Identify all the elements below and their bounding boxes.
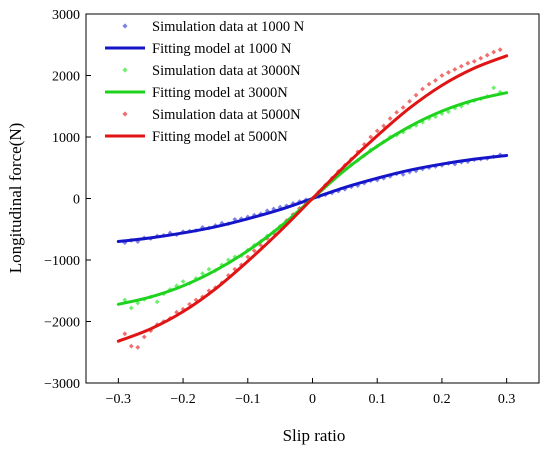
data-point [471,58,477,64]
data-point [413,92,419,98]
legend-entry: Fitting model at 3000N [105,85,288,101]
data-point [465,60,471,66]
legend-entry: Fitting model at 1000 N [105,41,292,57]
data-marks [116,47,509,350]
legend-label: Simulation data at 3000N [152,63,301,79]
data-point [258,242,264,248]
data-point [368,134,374,140]
x-tick-label: 0.1 [368,392,386,407]
legend-entry: Simulation data at 3000N [122,63,301,79]
data-point [407,98,412,104]
data-point [394,110,400,115]
data-point [374,128,380,134]
data-point [180,279,186,284]
data-point [245,214,251,220]
y-tick-label: 1000 [52,131,80,146]
legend-label: Simulation data at 5000N [152,107,301,123]
data-point [491,49,497,55]
y-axis-title: Longitudinal force(N) [6,123,25,274]
legend-entry: Simulation data at 1000 N [122,19,305,35]
x-tick-label: 0.3 [498,392,516,407]
data-point [128,343,134,349]
y-tick-label: −1000 [44,254,80,269]
legend-entry: Fitting model at 5000N [105,129,288,145]
y-tick-label: 2000 [52,70,80,85]
axis-ticks: −0.3 −0.2 −0.1 0 0.1 0.2 0.3 −3000 −2000 −1000 0 10… [44,8,515,407]
x-tick-label: −0.3 [106,392,131,407]
data-point [122,331,128,337]
x-tick-label: −0.2 [170,392,195,407]
y-tick-label: −2000 [44,316,80,331]
legend-label: Fitting model at 5000N [152,129,288,145]
data-point [200,271,205,276]
data-point [232,217,238,222]
data-point [245,254,251,260]
data-point [141,334,147,340]
legend-marker [122,111,128,117]
data-point [400,105,406,110]
data-point [206,288,212,294]
data-point [497,47,503,53]
data-point [238,216,244,222]
y-tick-label: 0 [73,193,80,208]
data-point [135,344,141,350]
data-point [361,141,367,147]
data-point [446,70,451,75]
data-point [484,52,490,58]
data-point [491,85,497,91]
x-tick-label: 0 [309,392,316,407]
data-point [426,81,432,87]
data-point [420,86,425,92]
data-point [433,78,438,83]
data-point [420,119,425,125]
legend-marker [122,67,128,73]
data-point [225,272,231,278]
x-tick-label: 0.2 [433,392,451,407]
legend-entry: Simulation data at 5000N [122,107,301,123]
data-point [439,73,445,78]
data-point [478,55,484,61]
data-point [232,254,238,260]
data-point [381,123,387,129]
data-point [154,299,160,305]
data-point [251,212,257,218]
x-tick-label: −0.1 [235,392,260,407]
x-axis-title: Slip ratio [283,426,346,445]
data-point [128,305,134,311]
fit-line-5 [116,54,509,343]
data-point [452,66,458,72]
data-point [426,116,432,121]
legend-label: Fitting model at 1000 N [152,41,292,57]
data-point [374,177,380,183]
data-point [387,116,393,121]
legend: Simulation data at 1000 N Fitting model a… [105,19,305,145]
legend-marker [122,23,128,29]
legend-label: Simulation data at 1000 N [152,19,305,35]
data-point [251,248,257,254]
data-point [135,239,141,244]
legend-label: Fitting model at 3000N [152,85,288,101]
data-point [206,266,212,272]
data-point [225,257,231,263]
data-point [458,63,464,69]
y-tick-label: 3000 [52,8,80,23]
y-tick-label: −3000 [44,377,80,392]
